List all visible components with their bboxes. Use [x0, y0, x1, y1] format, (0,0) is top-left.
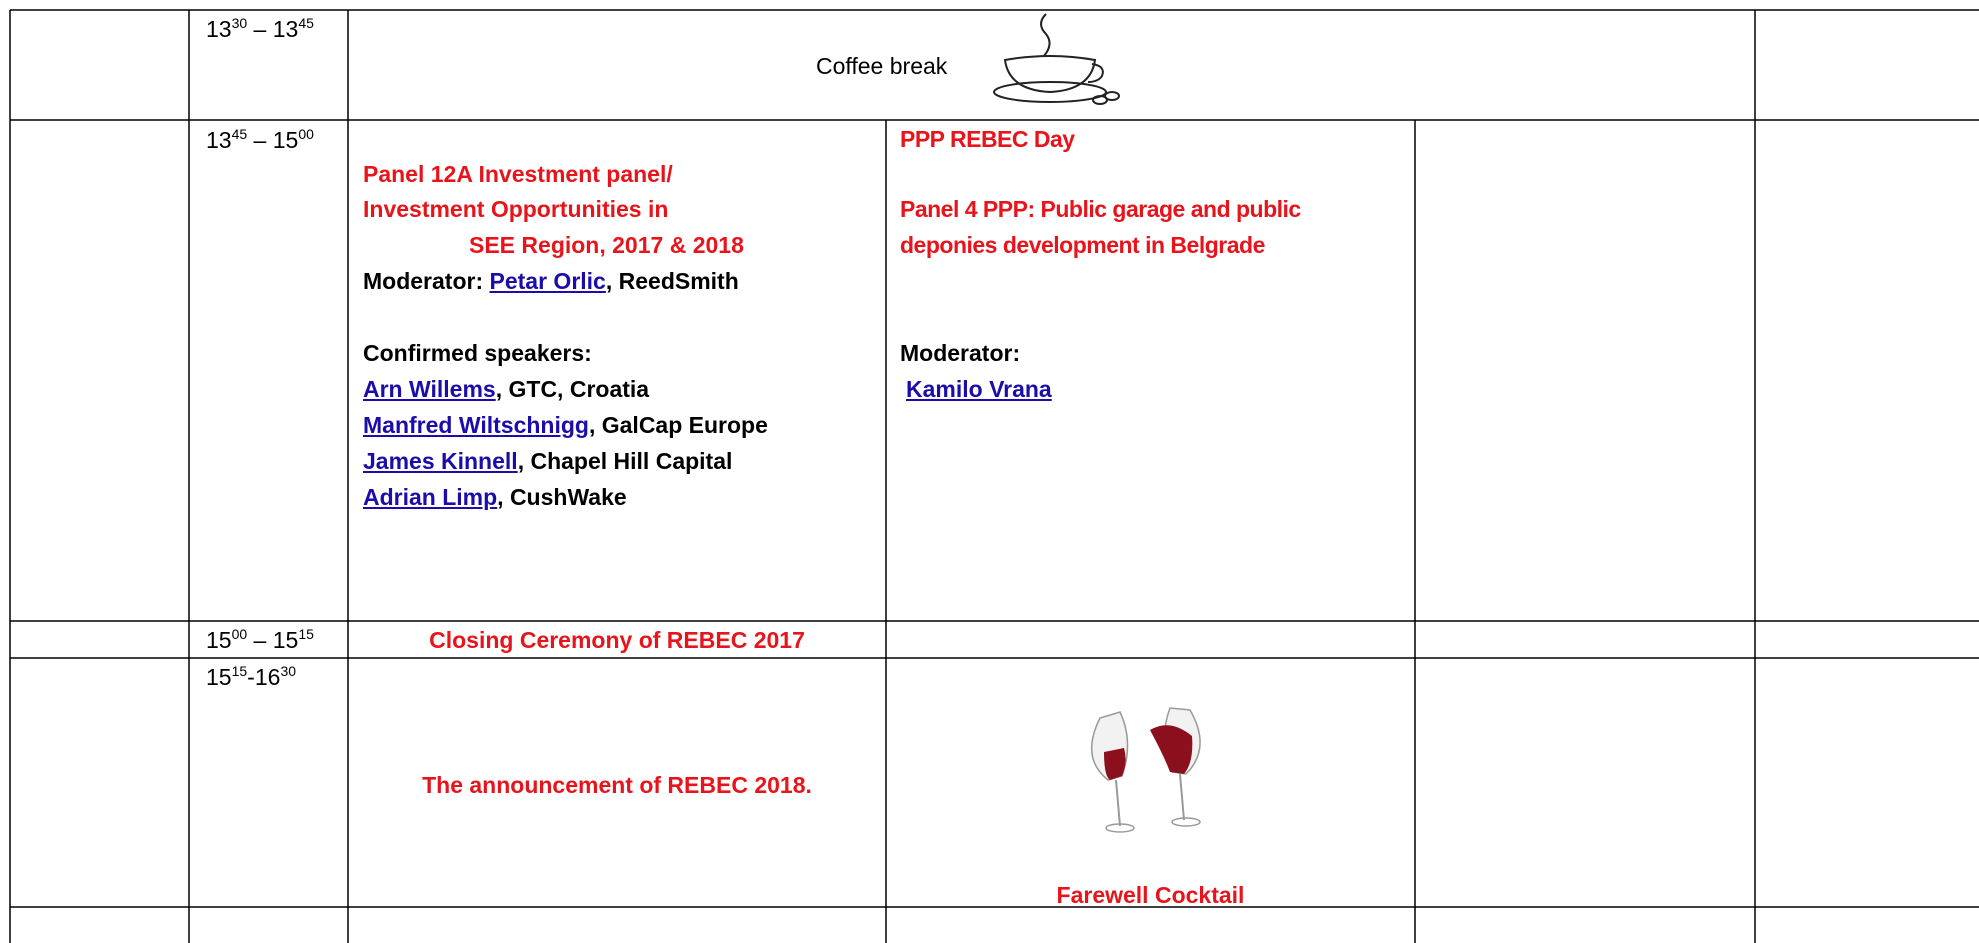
- separator: –: [247, 127, 273, 153]
- speaker-affiliation: , CushWake: [497, 484, 627, 510]
- end-minute: 00: [298, 126, 314, 142]
- time-slot: 1515-1630: [206, 662, 296, 692]
- speaker-affiliation: , GTC, Croatia: [495, 376, 650, 402]
- moderator-line: Kamilo Vrana: [906, 374, 1052, 404]
- panel-title: SEE Region, 2017 & 2018: [469, 232, 744, 258]
- speakers-label: Confirmed speakers:: [363, 340, 592, 366]
- start-minute: 00: [231, 626, 248, 642]
- speaker: Adrian Limp, CushWake: [363, 482, 627, 512]
- end-minute: 15: [298, 626, 314, 642]
- moderator-link[interactable]: Kamilo Vrana: [906, 376, 1052, 402]
- start-hour: 15: [206, 627, 232, 653]
- speaker-link[interactable]: Manfred Wiltschnigg: [363, 412, 589, 438]
- start-minute: 15: [231, 663, 248, 679]
- grid-lines: [9, 9, 1979, 943]
- end-hour: 15: [272, 627, 299, 653]
- end-minute: 45: [298, 15, 314, 31]
- coffee-cup-icon: [993, 13, 1120, 105]
- start-hour: 15: [206, 664, 232, 690]
- separator: -: [247, 664, 255, 690]
- speaker-affiliation: , GalCap Europe: [588, 412, 768, 438]
- time-slot: 1330 – 1345: [206, 14, 314, 44]
- panel-title: Investment Opportunities in: [363, 196, 669, 222]
- speaker-link[interactable]: James Kinnell: [363, 448, 518, 474]
- closing-ceremony: Closing Ceremony of REBEC 2017: [429, 627, 805, 653]
- time-slot: 1500 – 1515: [206, 625, 314, 655]
- speaker-link[interactable]: Adrian Limp: [363, 484, 498, 510]
- start-minute: 45: [231, 126, 248, 142]
- day-label: PPP REBEC Day: [900, 126, 1075, 152]
- speaker-link[interactable]: Arn Willems: [363, 376, 496, 402]
- wine-glasses-icon: [1090, 707, 1201, 833]
- separator: –: [247, 16, 273, 42]
- announcement: The announcement of REBEC 2018.: [422, 772, 812, 798]
- moderator-label: Moderator:: [363, 268, 490, 294]
- coffee-break: Coffee break: [816, 53, 948, 79]
- moderator-label: Moderator:: [900, 340, 1021, 366]
- start-minute: 30: [231, 15, 248, 31]
- end-hour: 16: [254, 664, 281, 690]
- separator: –: [247, 627, 273, 653]
- panel-title: deponies development in Belgrade: [900, 232, 1265, 258]
- panel-title: Panel 12A Investment panel/: [363, 161, 673, 187]
- start-hour: 13: [206, 16, 232, 42]
- speaker: Arn Willems, GTC, Croatia: [363, 374, 649, 404]
- moderator-affiliation: , ReedSmith: [605, 268, 739, 294]
- end-hour: 15: [272, 127, 299, 153]
- moderator-link[interactable]: Petar Orlic: [489, 268, 606, 294]
- speaker-affiliation: , Chapel Hill Capital: [517, 448, 733, 474]
- farewell-cocktail: Farewell Cocktail: [1056, 882, 1245, 908]
- moderator-line: Moderator: Petar Orlic, ReedSmith: [363, 266, 739, 296]
- end-hour: 13: [272, 16, 299, 42]
- panel-title: Panel 4 PPP: Public garage and public: [900, 196, 1301, 222]
- end-minute: 30: [280, 663, 297, 679]
- start-hour: 13: [206, 127, 232, 153]
- time-slot: 1345 – 1500: [206, 125, 314, 155]
- speaker: James Kinnell, Chapel Hill Capital: [363, 446, 732, 476]
- speaker: Manfred Wiltschnigg, GalCap Europe: [363, 410, 768, 440]
